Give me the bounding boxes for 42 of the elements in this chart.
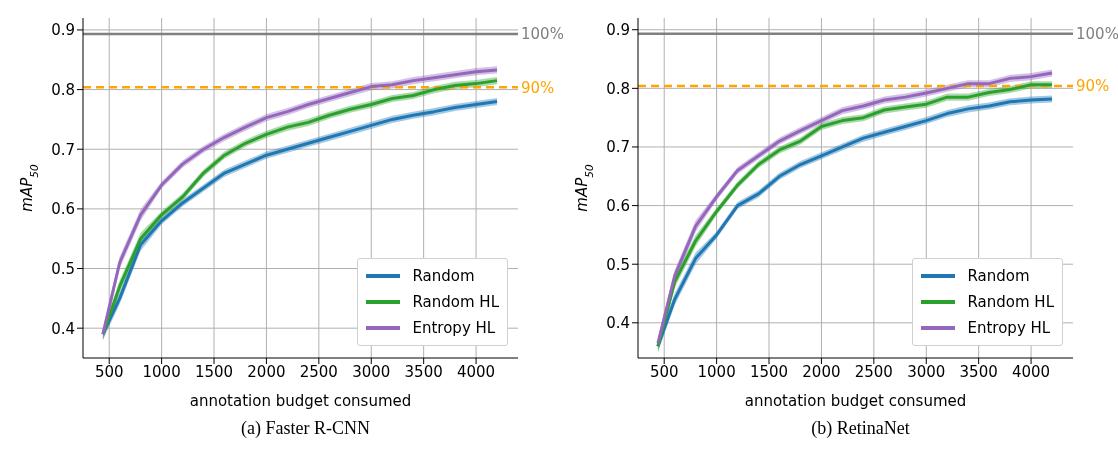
x-tick-label: 1000 — [697, 362, 736, 381]
y-tick-label: 0.5 — [51, 259, 75, 278]
text: 100% — [521, 25, 564, 44]
y-tick-label: 0.9 — [606, 21, 630, 40]
y-tick-label: 0.4 — [606, 314, 630, 333]
y-tick-label: 0.7 — [606, 138, 630, 157]
legend-label: Random — [412, 267, 475, 285]
y-tick-label: 0.8 — [606, 79, 630, 98]
y-tick-label: 0.5 — [606, 255, 630, 274]
x-tick-label: 500 — [649, 362, 679, 381]
legend-label: Random HL — [967, 293, 1054, 311]
x-tick-label: 2500 — [854, 362, 893, 381]
y-tick-label: 0.9 — [51, 21, 75, 40]
x-tick-label: 3000 — [907, 362, 946, 381]
x-tick-label: 1000 — [142, 362, 181, 381]
x-tick-label: 3500 — [959, 362, 998, 381]
x-tick-label: 2500 — [299, 362, 338, 381]
legend-label: Random HL — [412, 293, 499, 311]
legend-label: Random — [967, 267, 1030, 285]
text: (a) Faster R-CNN — [240, 418, 371, 439]
text: 90% — [1076, 77, 1110, 96]
legend-label: Entropy HL — [412, 319, 496, 337]
y-tick-label: 0.7 — [51, 140, 75, 159]
text: (b) RetinaNet — [810, 418, 911, 439]
y-tick-label: 0.4 — [51, 319, 75, 338]
x-tick-label: 4000 — [456, 362, 496, 381]
text: 90% — [521, 78, 555, 97]
x-tick-label: 3000 — [352, 362, 391, 381]
y-tick-label: 0.6 — [606, 196, 630, 215]
legend-label: Entropy HL — [967, 319, 1051, 337]
x-tick-label: 1500 — [194, 362, 234, 381]
x-tick-label: 2000 — [247, 362, 286, 381]
x-tick-label: 500 — [94, 362, 124, 381]
text: 100% — [1076, 25, 1118, 44]
x-axis-title: annotation budget consumed — [189, 392, 412, 410]
y-tick-label: 0.8 — [51, 80, 75, 99]
x-tick-label: 4000 — [1011, 362, 1051, 381]
x-tick-label: 1500 — [749, 362, 789, 381]
x-tick-label: 2000 — [802, 362, 841, 381]
x-tick-label: 3500 — [404, 362, 443, 381]
y-tick-label: 0.6 — [51, 200, 75, 219]
x-axis-title: annotation budget consumed — [744, 392, 967, 410]
